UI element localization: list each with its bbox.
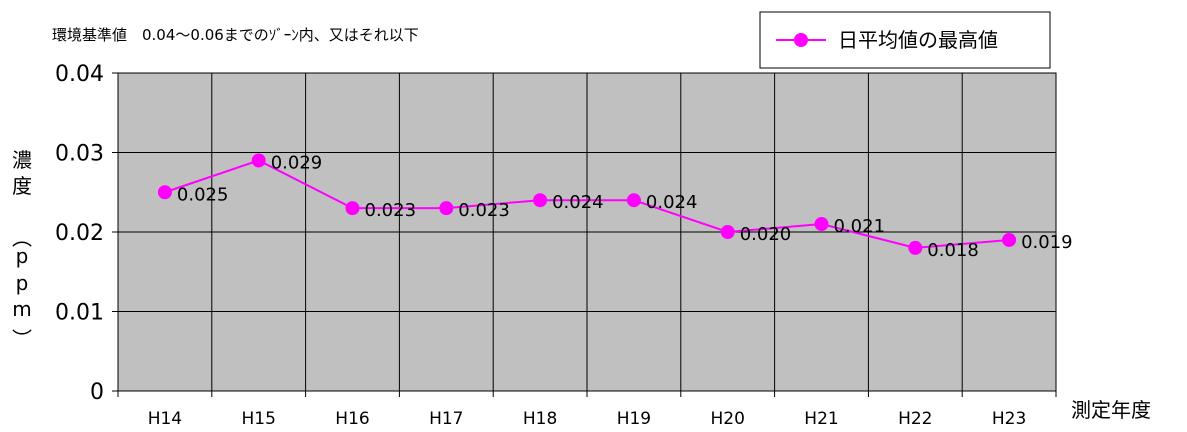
y-axis-label-char: p — [16, 271, 29, 295]
legend: 日平均値の最高値 — [759, 11, 1051, 69]
y-tick-label: 0.04 — [55, 62, 104, 87]
data-point — [251, 153, 266, 168]
series-daily-max: 0.025 0.029 0.023 0.023 0.024 0.024 0.020 0.021… — [157, 152, 1073, 261]
x-tick-label: H15 — [241, 409, 275, 429]
y-axis-label-char: ︵ — [12, 226, 32, 250]
x-tick-label: H22 — [898, 409, 932, 429]
data-label: 0.024 — [646, 192, 698, 213]
data-point — [157, 185, 172, 200]
chart-annotation: 環境基準値 0.04～0.06までのｿﾞｰﾝ内、又はそれ以下 — [52, 26, 419, 44]
series-line — [164, 159, 1010, 249]
y-axis-ticks: 0 0.01 0.02 0.03 0.04 — [55, 62, 118, 405]
data-label: 0.019 — [1021, 232, 1073, 253]
data-point — [908, 240, 923, 255]
data-label: 0.018 — [927, 240, 979, 261]
data-label: 0.029 — [271, 152, 323, 173]
y-axis-label-char: 度 — [12, 174, 32, 198]
x-tick-label: H14 — [148, 409, 182, 429]
data-point — [533, 193, 548, 208]
x-tick-label: H19 — [617, 409, 651, 429]
data-label: 0.023 — [365, 200, 417, 221]
x-tick-label: H17 — [429, 409, 463, 429]
y-tick-label: 0 — [90, 380, 104, 405]
x-tick-label: H18 — [523, 409, 557, 429]
x-axis-label: 測定年度 — [1071, 398, 1151, 422]
x-tick-label: H21 — [804, 409, 838, 429]
data-point — [814, 217, 829, 232]
y-axis-label-char: ︶ — [12, 327, 32, 351]
y-axis-label-char: 濃 — [12, 148, 32, 172]
y-axis-label-char: m — [12, 297, 31, 321]
y-tick-label: 0.01 — [55, 301, 104, 326]
data-label: 0.020 — [740, 224, 792, 245]
data-label: 0.025 — [177, 184, 229, 205]
data-point — [1002, 232, 1017, 247]
grid — [118, 73, 1056, 391]
legend-label: 日平均値の最高値 — [838, 28, 998, 52]
y-axis-label: 濃 度 ︵ p p m ︶ — [12, 148, 32, 351]
y-tick-label: 0.02 — [55, 221, 104, 246]
data-point — [439, 201, 454, 216]
data-point — [626, 193, 641, 208]
x-axis-ticks: H14 H15 H16 H17 H18 H19 H20 H21 H22 H23 — [117, 391, 1057, 429]
data-point — [345, 201, 360, 216]
x-tick-label: H23 — [992, 409, 1026, 429]
x-tick-label: H20 — [710, 409, 744, 429]
data-label: 0.023 — [458, 200, 510, 221]
x-tick-label: H16 — [335, 409, 369, 429]
data-label: 0.024 — [552, 192, 604, 213]
data-point — [720, 225, 735, 239]
y-axis-label-char: p — [16, 244, 29, 268]
y-tick-label: 0.03 — [55, 142, 104, 167]
legend-marker — [794, 33, 808, 47]
data-label: 0.021 — [834, 216, 886, 237]
